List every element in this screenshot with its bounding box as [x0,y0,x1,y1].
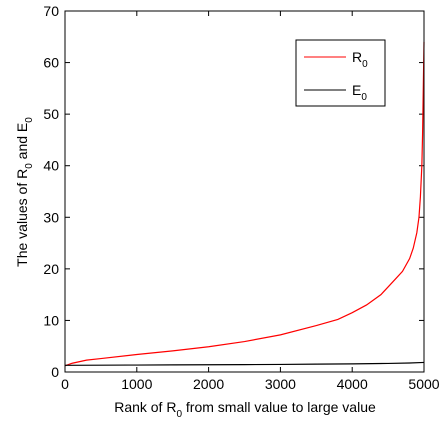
y-tick-label: 0 [51,364,59,380]
y-tick-label: 10 [43,312,59,328]
series-line-e0 [64,361,425,366]
y-axis-label-sub2: 0 [24,117,35,123]
y-axis-label-part1: The values of R [14,169,30,267]
legend: R0 E0 [295,39,386,107]
x-axis-label-prefix: Rank of R [114,399,176,415]
y-tick-label: 30 [43,209,59,225]
x-tick-label: 2000 [193,376,224,392]
legend-label-r0: R0 [352,49,368,70]
y-axis-label-sub1: 0 [24,163,35,169]
legend-label-r0-main: R [352,49,362,65]
y-tick-label: 20 [43,261,59,277]
y-axis-label: The values of R0 and E0 [14,117,35,267]
legend-box [295,39,386,107]
series-layer [64,41,425,367]
series-line-r0 [64,41,425,367]
y-tick-label: 60 [43,55,59,71]
x-tick-label: 4000 [337,376,368,392]
legend-label-e0-main: E [352,82,361,98]
axis-ticks: 0 1000 2000 3000 4000 5000 0 10 20 30 40 50 60 70 [43,3,439,392]
y-axis-label-part2: and E [14,123,30,163]
x-axis-label: Rank of R0 from small value to large val… [114,399,376,420]
y-tick-label: 50 [43,106,59,122]
legend-label-e0: E0 [352,82,367,103]
legend-label-e0-sub: 0 [361,92,367,103]
y-tick-label: 40 [43,158,59,174]
x-tick-label: 3000 [265,376,296,392]
x-axis-label-sub: 0 [176,409,182,420]
x-axis-label-suffix: from small value to large value [182,399,376,415]
x-tick-label: 0 [61,376,69,392]
plot-frame [64,10,425,373]
legend-label-r0-sub: 0 [362,59,368,70]
x-tick-label: 1000 [121,376,152,392]
x-tick-label: 5000 [408,376,439,392]
y-tick-label: 70 [43,3,59,19]
